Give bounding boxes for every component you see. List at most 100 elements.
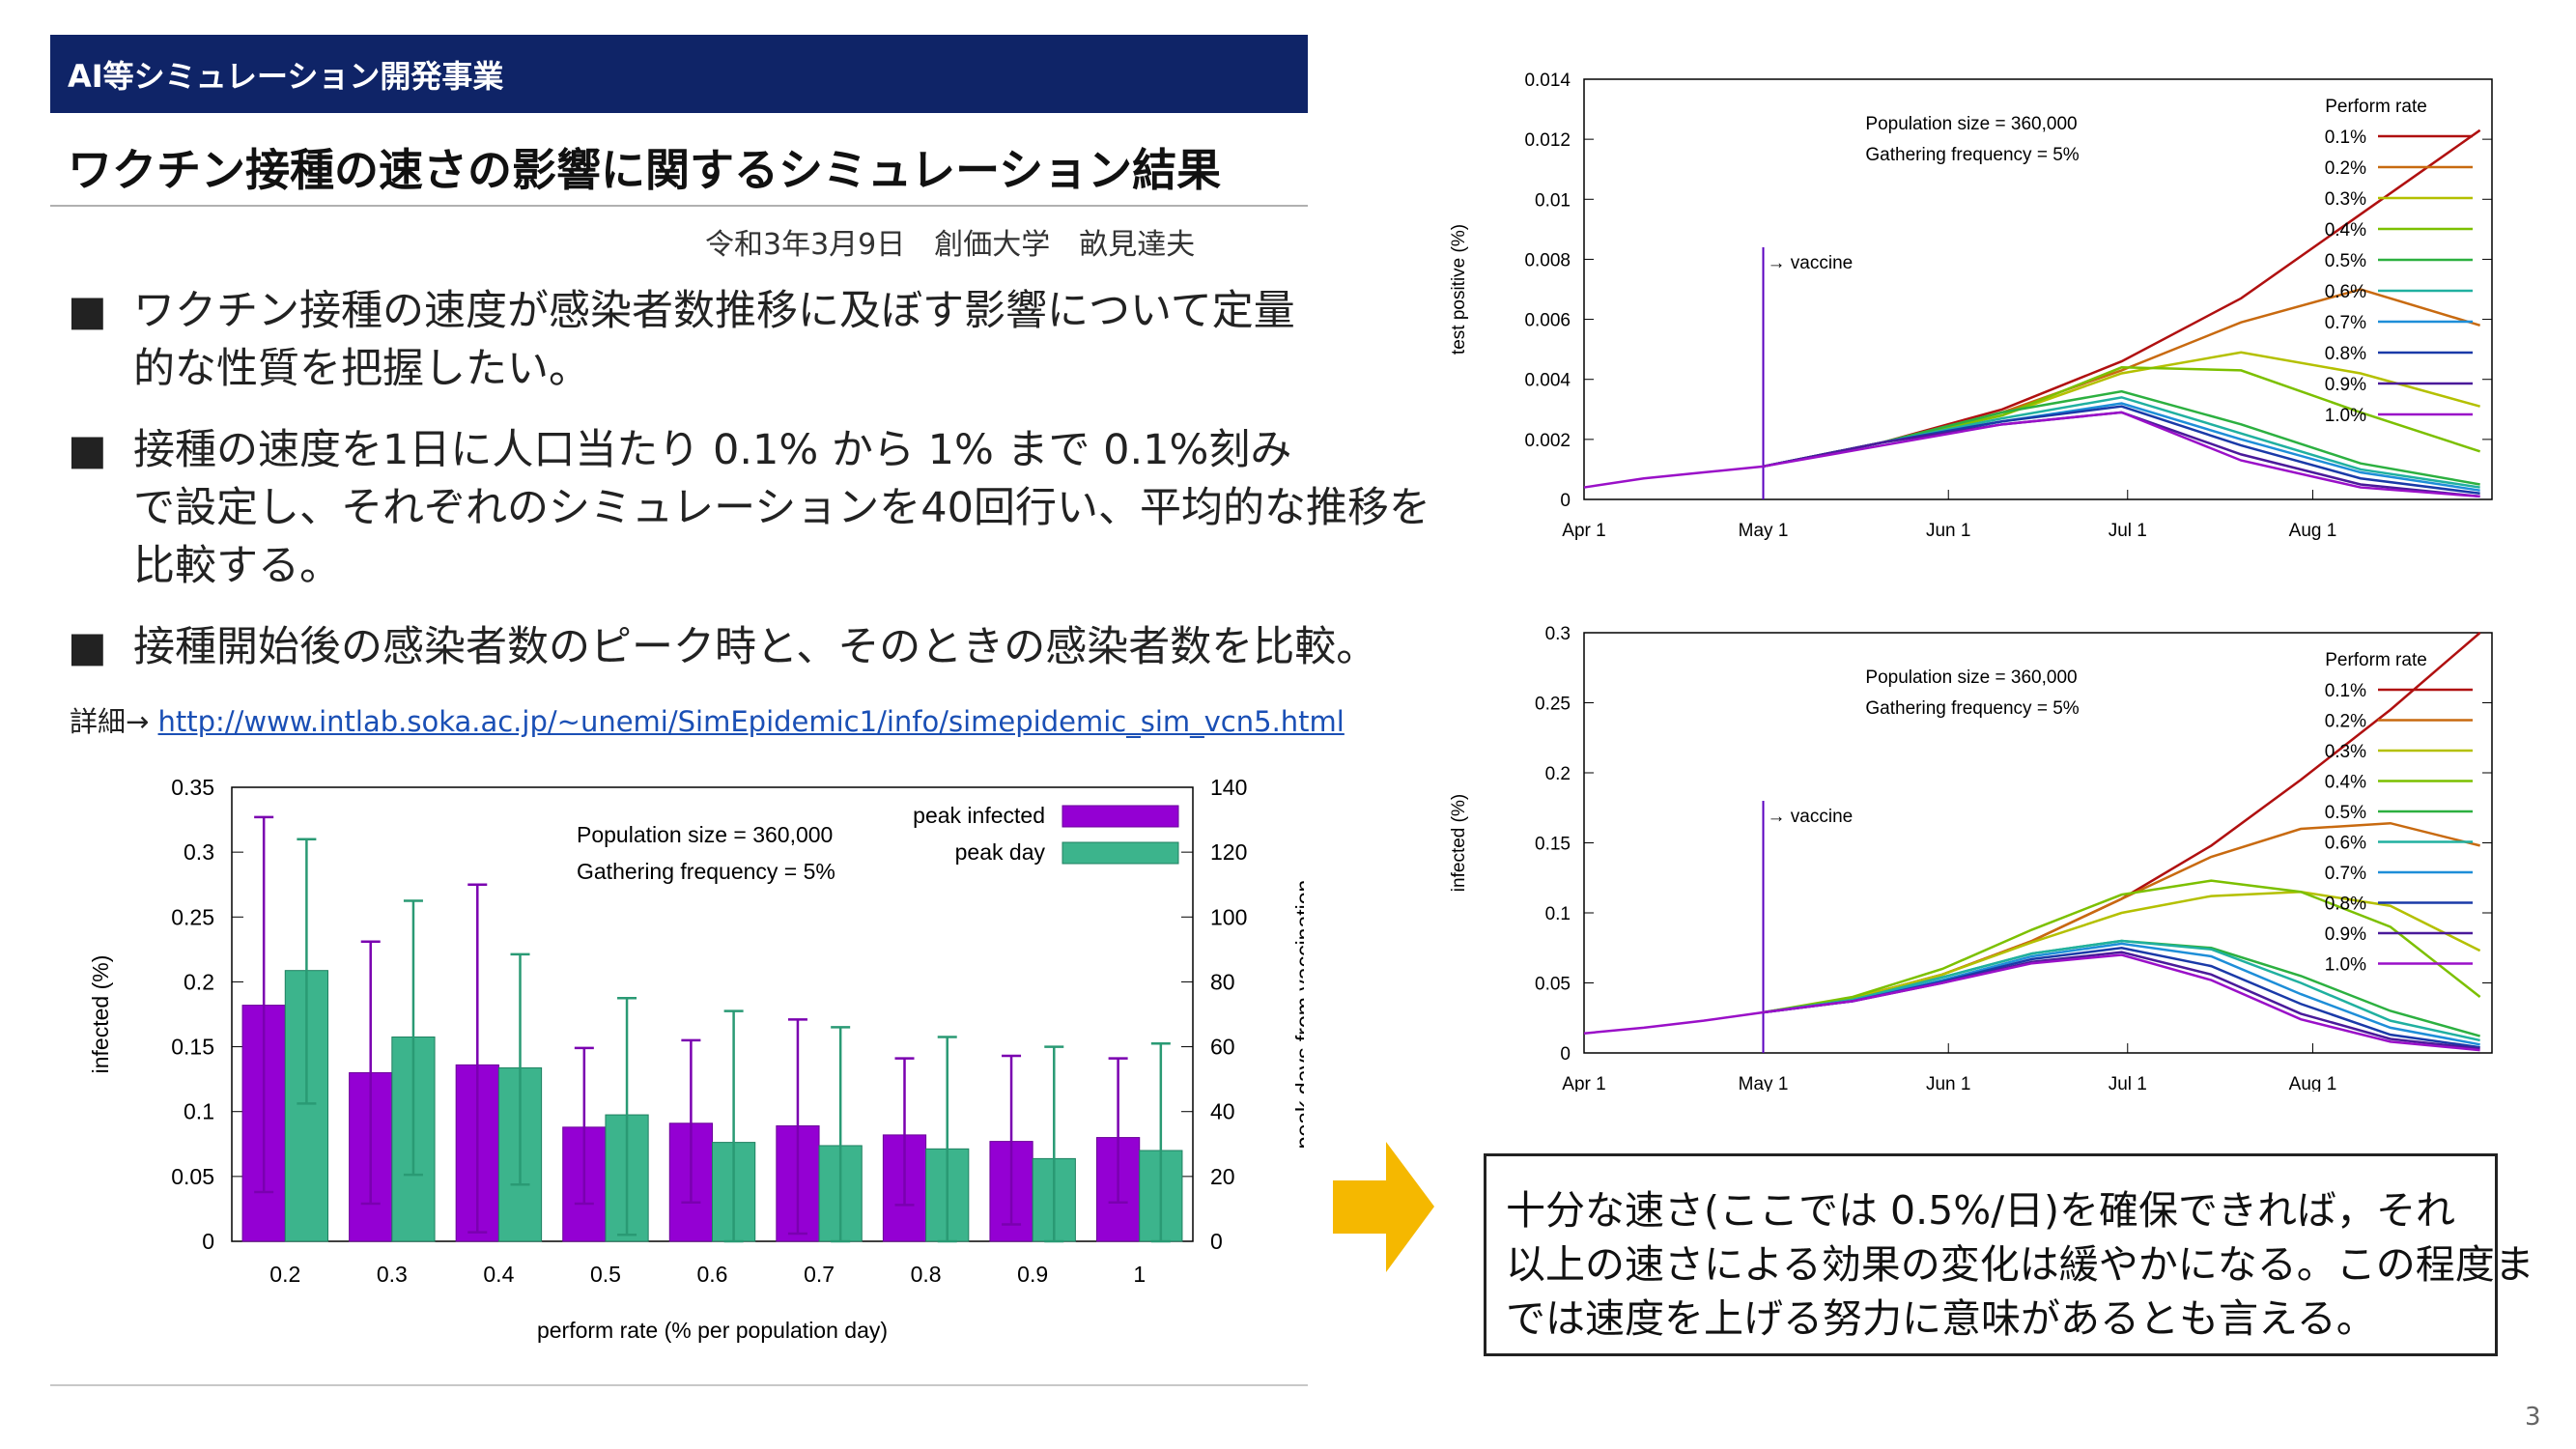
y-tick-label: 0.004: [1524, 371, 1571, 391]
bullet-square-icon: ■: [68, 623, 107, 671]
legend-label: 1.0%: [2325, 406, 2366, 426]
x-tick-label: Aug 1: [2289, 521, 2337, 541]
y-tick-label: 0.008: [1524, 250, 1571, 270]
bar-chart: 0 0.05 0.1 0.15 0.2 0.25 0.3 0.35 0 20 40 60 80 100 12…: [88, 775, 1304, 1343]
legend-label: 0.4%: [2325, 773, 2366, 793]
y2-tick-label: 140: [1210, 775, 1247, 800]
annotation-population: Population size = 360,000: [1865, 114, 2077, 134]
line-series-0-4pct: [1763, 879, 2481, 1014]
conclusion-box: 十分な速さ(ここでは 0.5%/日)を確保できれば，それ 以上の速さによる効果の…: [1484, 1153, 2534, 1356]
x-tick-label: Jul 1: [2109, 1074, 2147, 1092]
legend-title: Perform rate: [2325, 650, 2427, 670]
y2-axis-label: peak days from vaccination: [1291, 880, 1304, 1150]
conclusion-line-3: では速度を上げる努力に意味があるとも言える。: [1506, 1295, 2376, 1342]
vaccine-label: → vaccine: [1768, 807, 1854, 827]
legend-label: 0.5%: [2325, 803, 2366, 823]
y-tick-label: 0.1: [184, 1099, 214, 1124]
y-tick-label: 0.2: [184, 969, 214, 994]
y-axis-label: infected (%): [1449, 794, 1469, 892]
line-series-1-0pct: [1763, 953, 2480, 1052]
y-tick-label: 0.15: [1535, 835, 1571, 855]
legend-label: 0.8%: [2325, 344, 2366, 364]
x-tick-label: Apr 1: [1562, 521, 1605, 541]
date-author-line: 令和3年3月9日 創価大学 畝見達夫: [705, 228, 1196, 262]
y-tick-label: 0.25: [1535, 695, 1571, 715]
bullet-1-line-1: ワクチン接種の速度が感染者数推移に及ぼす影響について定量: [133, 287, 1295, 335]
detail-line: 詳細→ http://www.intlab.soka.ac.jp/~unemi/…: [70, 699, 1345, 740]
y-tick-label: 0: [1560, 491, 1571, 511]
y-tick-label: 0.006: [1524, 311, 1571, 331]
bullet-2-line-3: 比較する。: [133, 542, 341, 590]
bullet-1-line-2: 的な性質を把握したい。: [133, 345, 590, 393]
annotation-population: Population size = 360,000: [577, 822, 833, 847]
test-positive-chart: 0 0.002 0.004 0.006 0.008 0.01 0.012 0.014 Apr 1…: [1449, 71, 2493, 541]
legend-label: 0.1%: [2325, 681, 2366, 701]
y-axis-label: infected (%): [88, 955, 113, 1074]
x-tick-label: 0.5: [590, 1262, 621, 1287]
page-title: ワクチン接種の速さの影響に関するシミュレーション結果: [68, 144, 1222, 196]
line-series-0-9pct: [1763, 411, 2480, 498]
y-tick-label: 0.3: [1545, 624, 1571, 644]
legend-label: 0.9%: [2325, 375, 2366, 395]
conclusion-line-2: 以上の速さによる効果の変化は緩やかになる。この程度ま: [1506, 1241, 2534, 1288]
x-tick-label: 0.7: [804, 1262, 835, 1287]
page-number: 3: [2525, 1403, 2541, 1432]
bullet-2-line-2: で設定し、それぞれのシミュレーションを40回行い、平均的な推移を: [133, 484, 1430, 532]
plot-frame: [1583, 78, 2493, 500]
legend-label-peak-day: peak day: [955, 839, 1046, 865]
y2-tick-label: 0: [1210, 1229, 1223, 1254]
y-tick-label: 0.3: [184, 839, 214, 865]
x-tick-label: 0.3: [377, 1262, 408, 1287]
y2-tick-label: 120: [1210, 839, 1247, 865]
legend-label: 0.9%: [2325, 924, 2366, 945]
detail-prefix: 詳細→: [70, 705, 158, 738]
legend-label: 0.3%: [2325, 742, 2366, 762]
x-tick-label: May 1: [1739, 521, 1789, 541]
right-arrow-icon: [1333, 1142, 1434, 1272]
annotation-population: Population size = 360,000: [1865, 668, 2077, 688]
y-tick-label: 0.05: [1535, 975, 1571, 995]
header-label: AI等シミュレーション開発事業: [68, 58, 504, 95]
legend-label: 0.2%: [2325, 712, 2366, 732]
line-series-0-4pct: [1763, 366, 2481, 469]
bullet-2-line-1: 接種の速度を1日に人口当たり 0.1% から 1% まで 0.1%刻み: [133, 426, 1292, 474]
y-tick-label: 0.012: [1524, 130, 1571, 151]
y2-tick-label: 40: [1210, 1099, 1235, 1124]
legend-title: Perform rate: [2325, 97, 2427, 117]
y-tick-label: 0.002: [1524, 431, 1571, 451]
legend-label-peak-infected: peak infected: [913, 803, 1045, 828]
detail-link[interactable]: http://www.intlab.soka.ac.jp/~unemi/SimE…: [157, 705, 1345, 738]
line-common-prefix: [1583, 465, 1764, 489]
x-axis-label: perform rate (% per population day): [537, 1318, 888, 1343]
y-tick-label: 0.25: [171, 904, 214, 929]
x-tick-label: 0.8: [911, 1262, 942, 1287]
y-tick-label: 0.01: [1535, 190, 1571, 211]
x-tick-label: Jul 1: [2109, 521, 2147, 541]
legend-label: 0.1%: [2325, 128, 2366, 148]
x-tick-label: Apr 1: [1562, 1074, 1605, 1092]
y-tick-label: 0.15: [171, 1035, 214, 1060]
legend-label: 0.5%: [2325, 251, 2366, 271]
annotation-gathering: Gathering frequency = 5%: [577, 859, 835, 884]
bullet-3-line-1: 接種開始後の感染者数のピーク時と、そのときの感染者数を比較。: [133, 623, 1378, 671]
legend-label: 0.6%: [2325, 834, 2366, 854]
y-tick-label: 0: [202, 1229, 214, 1254]
annotation-gathering: Gathering frequency = 5%: [1865, 145, 2079, 165]
bullet-square-icon: ■: [68, 426, 107, 474]
y-tick-label: 0.1: [1545, 904, 1571, 924]
legend-label: 1.0%: [2325, 955, 2366, 976]
line-series-1-0pct: [1763, 411, 2480, 498]
legend-label: 0.4%: [2325, 220, 2366, 241]
x-tick-label: 0.4: [483, 1262, 514, 1287]
line-series-0-8pct: [1763, 405, 2480, 496]
y2-tick-label: 60: [1210, 1035, 1235, 1060]
line-series-0-2pct: [1763, 821, 2480, 1014]
x-tick-label: Jun 1: [1926, 1074, 1970, 1092]
conclusion-line-1: 十分な速さ(ここでは 0.5%/日)を確保できれば，それ: [1506, 1187, 2455, 1234]
x-tick-label: Jun 1: [1926, 521, 1970, 541]
legend-label: 0.6%: [2325, 282, 2366, 302]
legend-label: 0.7%: [2325, 313, 2366, 333]
line-series-0-3pct: [1763, 890, 2481, 1014]
y-tick-label: 0.2: [1545, 764, 1571, 784]
legend-swatch-peak-day: [1062, 841, 1179, 865]
